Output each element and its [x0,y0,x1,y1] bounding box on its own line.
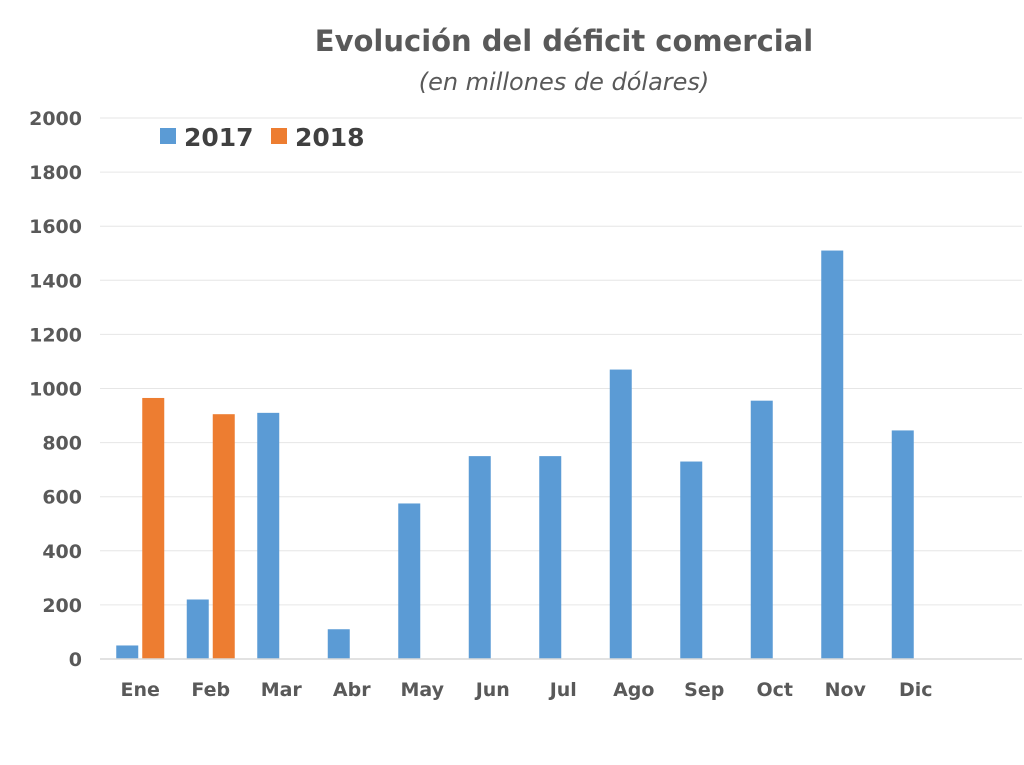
x-tick-label: Ene [121,679,160,701]
x-tick-label: Abr [333,679,371,701]
bar-2017-Jun [468,456,491,659]
x-tick-label: Jul [548,679,577,701]
bar-2017-May [398,503,421,659]
x-tick-label: Dic [899,679,933,701]
x-tick-label: May [400,679,444,701]
bar-2017-Abr [327,629,350,659]
y-tick-label: 800 [42,433,82,455]
chart-title: Evolución del déficit comercial [314,24,814,58]
x-tick-label: Oct [757,679,794,701]
y-tick-label: 400 [42,541,82,563]
bar-2017-Sep [680,461,703,659]
x-tick-label: Ago [613,679,654,701]
y-tick-label: 600 [42,487,82,509]
y-tick-label: 0 [69,649,82,671]
bar-2017-Nov [821,250,844,660]
bar-2017-Ago [609,369,632,659]
bar-2017-Dic [891,430,914,659]
bar-2017-Ene [116,645,139,659]
legend-swatch-2017 [160,128,176,144]
chart-subtitle: (en millones de dólares) [418,68,710,96]
x-axis-ticks: Ene Feb Mar Abr May Jun Jul Ago Sep Oct Nov Dic [121,679,933,701]
bars [116,250,914,660]
x-tick-label: Jun [474,679,510,701]
legend-label-2018: 2018 [295,123,365,152]
x-tick-label: Sep [684,679,724,701]
y-tick-label: 2000 [29,108,82,130]
legend-swatch-2018 [271,128,287,144]
bar-2017-Jul [539,456,562,659]
y-tick-label: 1000 [29,379,82,401]
x-tick-label: Nov [825,679,867,701]
bar-2018-Feb [212,414,235,659]
legend: 2017 2018 [160,123,365,152]
legend-label-2017: 2017 [184,123,254,152]
y-tick-label: 1600 [29,216,82,238]
x-tick-label: Feb [191,679,230,701]
bar-2018-Ene [142,397,165,659]
bar-2017-Oct [750,400,773,659]
y-axis-ticks: 0 200 400 600 800 1000 1200 1400 1600 1800 2000 [29,108,82,671]
bar-2017-Feb [186,599,209,659]
y-tick-label: 1200 [29,324,82,346]
y-tick-label: 200 [42,595,82,617]
x-tick-label: Mar [261,679,303,701]
y-tick-label: 1800 [29,162,82,184]
y-tick-label: 1400 [29,270,82,292]
bar-2017-Mar [257,412,280,659]
